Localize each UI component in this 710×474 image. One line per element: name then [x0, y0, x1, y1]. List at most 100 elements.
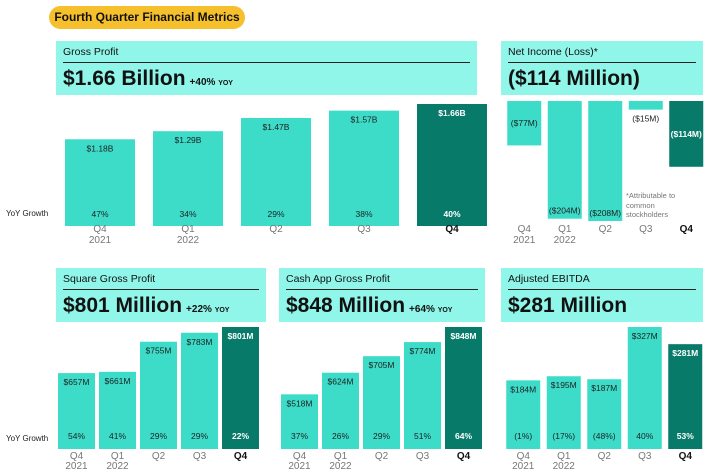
bar: [58, 373, 95, 449]
bar: [506, 380, 541, 449]
square-gross-profit-chart: $657M54%Q42021$661M41%Q12022$755M29%Q2$7…: [58, 327, 259, 472]
panel-label: Gross Profit: [63, 46, 119, 58]
category-year-label: 2021: [513, 235, 536, 246]
category-label: Q2: [152, 451, 166, 462]
panel-header: Square Gross Profit $801 Million +22% YOY: [56, 268, 266, 322]
bar-value-label: $755M: [146, 346, 172, 356]
category-label: Q4: [680, 224, 694, 235]
footnote: *Attributable to common stockholders: [626, 191, 676, 219]
bar-value-label: $281M: [672, 348, 698, 358]
category-year-label: 2021: [288, 461, 311, 472]
bar: [153, 131, 223, 226]
bar: [507, 101, 542, 146]
category-label: Q4: [293, 451, 307, 462]
bar-value-label: $195M: [551, 380, 577, 390]
bar-value-label: ($204M): [549, 206, 581, 216]
yoy-growth-label: YoY Growth: [6, 209, 49, 218]
bar: [241, 117, 311, 226]
bar-value-label: $801M: [228, 331, 254, 341]
panel-label: Square Gross Profit: [63, 273, 156, 285]
bar: [140, 341, 177, 449]
panel-header: Net Income (Loss)* ($114 Million): [501, 41, 703, 95]
panel-headline: $848 Million +64% YOY: [286, 294, 453, 317]
panel-header: Gross Profit $1.66 Billion +40% YOY: [56, 41, 477, 95]
header-divider: [286, 289, 478, 290]
bar-value-label: $518M: [287, 398, 313, 408]
category-year-label: 2021: [89, 235, 112, 246]
growth-label: (17%): [552, 431, 575, 441]
category-year-label: 2022: [329, 461, 352, 472]
bar-value-label: $774M: [410, 346, 436, 356]
bar-value-label: $187M: [591, 383, 617, 393]
bar-value-label: $1.18B: [87, 143, 114, 153]
category-label: Q2: [269, 224, 283, 235]
square-gross-profit-panel: Square Gross Profit $801 Million +22% YOY…: [56, 268, 266, 472]
bar: [669, 101, 704, 167]
cashapp-gross-profit-chart: $518M37%Q42021$624M26%Q12022$705M29%Q2$7…: [281, 327, 482, 472]
bar: [546, 376, 581, 449]
bar: [587, 379, 622, 449]
bar: [363, 356, 400, 449]
panel-header: Cash App Gross Profit $848 Million +64% Y…: [279, 268, 485, 322]
panel-headline: ($114 Million): [508, 67, 640, 90]
bar-value-label: $705M: [369, 360, 395, 370]
category-label: Q4: [457, 451, 471, 462]
growth-label: 29%: [267, 209, 284, 219]
bar-value-label: $184M: [510, 384, 536, 394]
header-divider: [508, 62, 696, 63]
growth-label: 41%: [109, 431, 126, 441]
bar-value-label: $1.47B: [263, 122, 290, 132]
category-label: Q4: [517, 451, 531, 462]
bar: [668, 344, 703, 449]
category-year-label: 2021: [512, 461, 535, 472]
bar: [281, 394, 318, 449]
bar-value-label: $848M: [451, 331, 477, 341]
bar: [404, 342, 441, 449]
panel-headline: $1.66 Billion +40% YOY: [63, 67, 233, 90]
bar-value-label: $783M: [187, 337, 213, 347]
bar-value-label: ($15M): [632, 114, 659, 124]
growth-label: 26%: [332, 431, 349, 441]
bar-value-label: $1.29B: [175, 135, 202, 145]
bar: [99, 371, 136, 449]
header-divider: [63, 289, 259, 290]
section-banner: Fourth Quarter Financial Metrics: [49, 6, 245, 29]
panel-label: Adjusted EBITDA: [508, 273, 590, 285]
bar-value-label: ($77M): [511, 118, 538, 128]
category-label: Q2: [599, 224, 613, 235]
yoy-growth-label: YoY Growth: [6, 434, 49, 443]
bar-value-label: $624M: [328, 377, 354, 387]
growth-label: 64%: [455, 431, 472, 441]
category-year-label: 2022: [106, 461, 129, 472]
yoy-badge: +40% YOY: [189, 77, 233, 88]
header-divider: [63, 62, 470, 63]
category-label: Q1: [557, 451, 571, 462]
bar-value-label: $661M: [105, 376, 131, 386]
bar-value-label: $1.66B: [438, 108, 465, 118]
bar: [222, 327, 259, 449]
adjusted-ebitda-panel: Adjusted EBITDA $281 Million $184M (1%) Q4…: [501, 268, 703, 472]
bar: [65, 139, 135, 226]
bar: [322, 372, 359, 449]
yoy-badge: +64% YOY: [409, 304, 453, 315]
panel-label: Net Income (Loss)*: [508, 46, 598, 58]
bar: [627, 327, 662, 449]
category-label: Q4: [234, 451, 248, 462]
net-income-chart: ($77M)Q42021($204M)Q12022($208M)Q2($15M)…: [507, 101, 704, 246]
category-label: Q1: [111, 451, 125, 462]
category-label: Q4: [445, 224, 459, 235]
category-label: Q4: [93, 224, 107, 235]
bar: [547, 101, 582, 219]
growth-label: 29%: [191, 431, 208, 441]
panel-headline: $801 Million +22% YOY: [63, 294, 230, 317]
panel-headline: $281 Million: [508, 294, 628, 317]
category-label: Q1: [181, 224, 195, 235]
category-label: Q2: [598, 451, 612, 462]
growth-label: (48%): [593, 431, 616, 441]
yoy-badge: +22% YOY: [186, 304, 230, 315]
growth-label: 54%: [68, 431, 85, 441]
growth-label: 38%: [355, 209, 372, 219]
growth-label: (1%): [514, 431, 532, 441]
panel-header: Adjusted EBITDA $281 Million: [501, 268, 703, 322]
category-label: Q3: [357, 224, 371, 235]
